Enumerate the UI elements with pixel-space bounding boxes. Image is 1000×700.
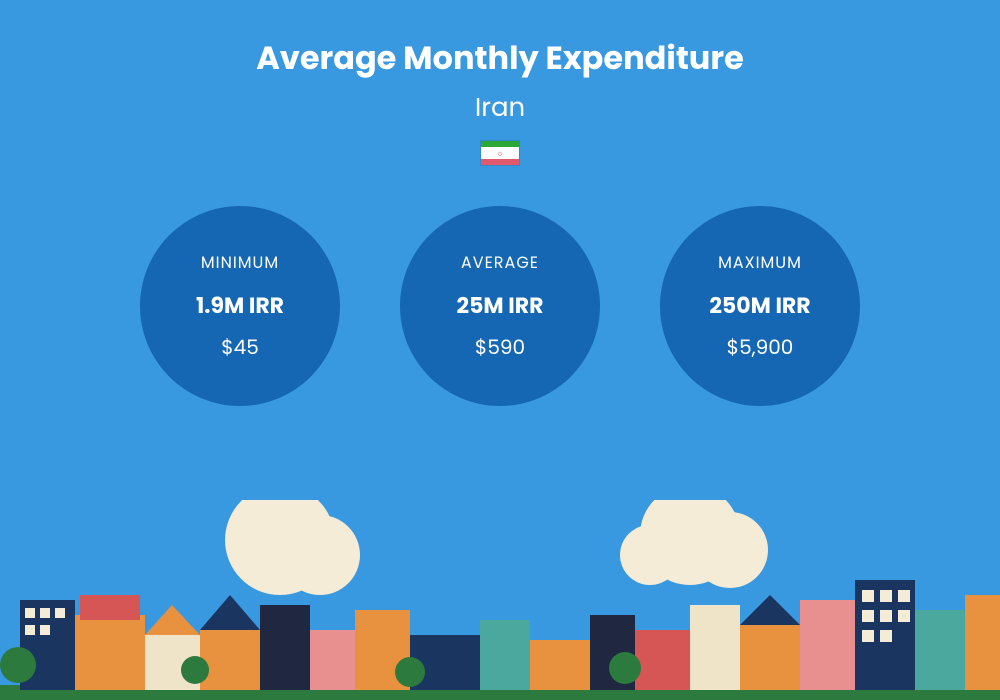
page-subtitle: Iran bbox=[0, 89, 1000, 128]
stat-value: 1.9M IRR bbox=[196, 289, 284, 322]
infographic-container: Average Monthly Expenditure Iran ۞ MINIM… bbox=[0, 0, 1000, 700]
flag-stripe-bottom bbox=[481, 159, 519, 165]
stat-usd: $5,900 bbox=[727, 332, 794, 362]
stat-usd: $45 bbox=[221, 332, 259, 362]
stat-value: 25M IRR bbox=[457, 289, 544, 322]
flag-icon: ۞ bbox=[480, 140, 520, 166]
stat-label: AVERAGE bbox=[461, 250, 539, 275]
cityscape-illustration bbox=[0, 500, 1000, 700]
stat-circle-average: AVERAGE 25M IRR $590 bbox=[400, 206, 600, 406]
stat-circle-maximum: MAXIMUM 250M IRR $5,900 bbox=[660, 206, 860, 406]
flag-emblem-icon: ۞ bbox=[498, 147, 503, 159]
stat-label: MAXIMUM bbox=[718, 250, 802, 275]
page-title: Average Monthly Expenditure bbox=[0, 35, 1000, 83]
header: Average Monthly Expenditure Iran ۞ bbox=[0, 0, 1000, 166]
stat-usd: $590 bbox=[475, 332, 525, 362]
stat-label: MINIMUM bbox=[201, 250, 279, 275]
flag-stripe-middle: ۞ bbox=[481, 147, 519, 159]
stat-value: 250M IRR bbox=[709, 289, 810, 322]
stat-circle-minimum: MINIMUM 1.9M IRR $45 bbox=[140, 206, 340, 406]
stat-circles-row: MINIMUM 1.9M IRR $45 AVERAGE 25M IRR $59… bbox=[0, 206, 1000, 406]
